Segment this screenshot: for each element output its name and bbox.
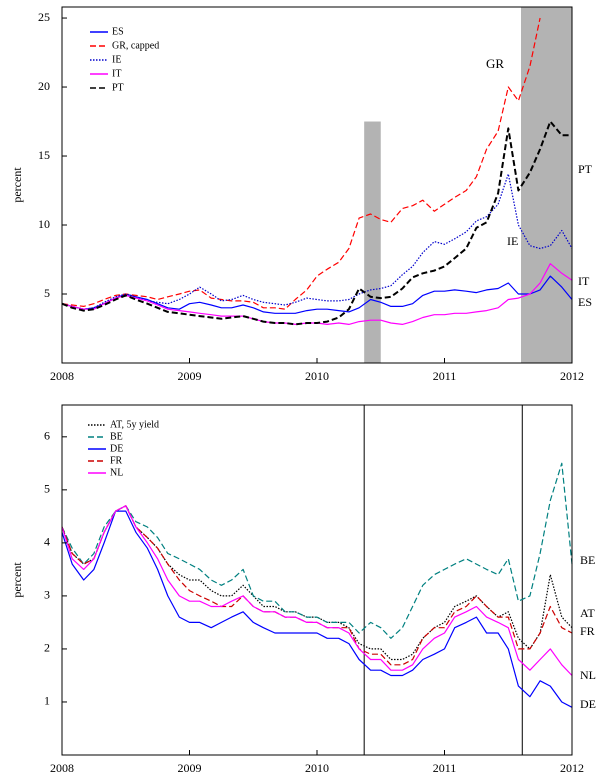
legend-label: AT, 5y yield <box>110 419 159 430</box>
y-axis-title: percent <box>10 562 24 598</box>
x-tick-label: 2010 <box>305 369 329 383</box>
shaded-period <box>364 121 381 363</box>
series-annotation: PT <box>578 162 593 176</box>
y-tick-label: 15 <box>38 148 50 162</box>
x-tick-label: 2012 <box>560 369 584 383</box>
y-tick-label: 20 <box>38 79 50 93</box>
legend-label: GR, capped <box>112 40 159 51</box>
x-tick-label: 2008 <box>50 369 74 383</box>
y-tick-label: 2 <box>44 641 50 655</box>
legend-label: DE <box>110 443 123 454</box>
x-tick-label: 2008 <box>50 761 74 775</box>
legend-label: ES <box>112 26 124 37</box>
series-annotation: DE <box>580 697 596 711</box>
series-line <box>61 17 541 310</box>
x-tick-label: 2012 <box>560 761 584 775</box>
series-line <box>61 120 572 326</box>
legend-label: IE <box>112 54 121 65</box>
series-annotation: IT <box>578 274 590 288</box>
y-tick-label: 6 <box>44 429 50 443</box>
shaded-period <box>521 7 572 363</box>
y-axis-title: percent <box>10 167 24 203</box>
series-annotation: ES <box>578 295 592 309</box>
series-annotation: BE <box>580 553 595 567</box>
y-tick-label: 5 <box>44 286 50 300</box>
y-tick-label: 25 <box>38 10 50 24</box>
series-annotation: NL <box>580 668 596 682</box>
series-line <box>61 462 573 639</box>
series-annotation: AT <box>580 606 595 620</box>
x-tick-label: 2011 <box>433 761 457 775</box>
plot-frame <box>61 404 573 756</box>
series-line <box>61 275 573 314</box>
legend-label: BE <box>110 431 123 442</box>
series-line <box>61 263 573 325</box>
series-line <box>61 505 573 676</box>
y-tick-label: 1 <box>44 694 50 708</box>
series-annotation: GR <box>486 56 504 71</box>
legend-label: NL <box>110 467 123 478</box>
y-tick-label: 4 <box>44 535 50 549</box>
legend-label: PT <box>112 82 124 93</box>
x-tick-label: 2009 <box>178 369 202 383</box>
legend-label: IT <box>112 68 121 79</box>
y-tick-label: 5 <box>44 482 50 496</box>
x-tick-label: 2011 <box>433 369 457 383</box>
series-annotation: FR <box>580 624 595 638</box>
y-tick-label: 10 <box>38 217 50 231</box>
legend-label: FR <box>110 455 123 466</box>
series-annotation: IE <box>507 234 518 248</box>
x-tick-label: 2009 <box>178 761 202 775</box>
y-tick-label: 3 <box>44 588 50 602</box>
x-tick-label: 2010 <box>305 761 329 775</box>
series-line <box>61 510 573 708</box>
